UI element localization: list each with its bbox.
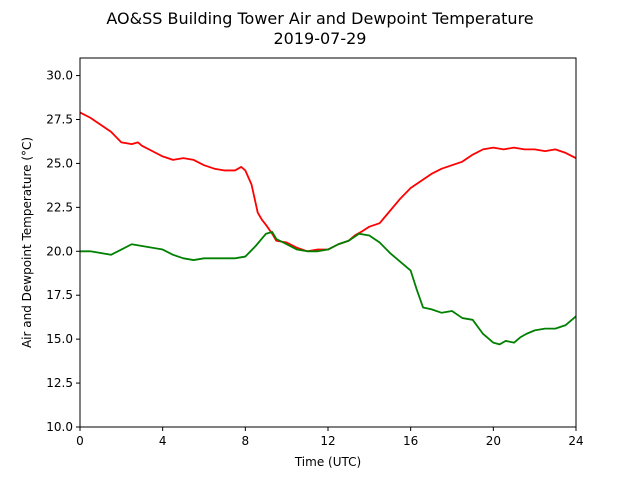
y-tick-label: 20.0 <box>46 244 73 258</box>
x-axis: 0 4 8 12 16 20 24 <box>76 427 584 448</box>
x-tick-label: 12 <box>320 434 335 448</box>
x-tick-label: 24 <box>568 434 583 448</box>
x-tick-label: 0 <box>76 434 84 448</box>
x-tick-label: 4 <box>159 434 167 448</box>
y-tick-label: 15.0 <box>46 332 73 346</box>
x-tick-label: 8 <box>242 434 250 448</box>
y-tick-label: 22.5 <box>46 200 73 214</box>
y-tick-label: 25.0 <box>46 156 73 170</box>
y-axis-label: Air and Dewpoint Temperature (°C) <box>20 137 34 348</box>
y-tick-label: 10.0 <box>46 420 73 434</box>
x-axis-label: Time (UTC) <box>294 455 361 469</box>
chart-title: AO&SS Building Tower Air and Dewpoint Te… <box>106 9 533 28</box>
chart-subtitle: 2019-07-29 <box>274 29 367 48</box>
x-tick-label: 16 <box>403 434 418 448</box>
y-tick-label: 30.0 <box>46 69 73 83</box>
y-axis: 10.0 12.5 15.0 17.5 20.0 22.5 25.0 27.5 30.0 <box>46 69 80 434</box>
series-line-2 <box>80 231 576 346</box>
y-tick-label: 27.5 <box>46 113 73 127</box>
y-tick-label: 12.5 <box>46 376 73 390</box>
series-layer <box>80 111 576 346</box>
plot-area: 0 4 8 12 16 20 24 10.0 12.5 15.0 17.5 20.0 22.5 25.0… <box>46 57 584 448</box>
x-tick-label: 20 <box>486 434 501 448</box>
y-tick-label: 17.5 <box>46 288 73 302</box>
